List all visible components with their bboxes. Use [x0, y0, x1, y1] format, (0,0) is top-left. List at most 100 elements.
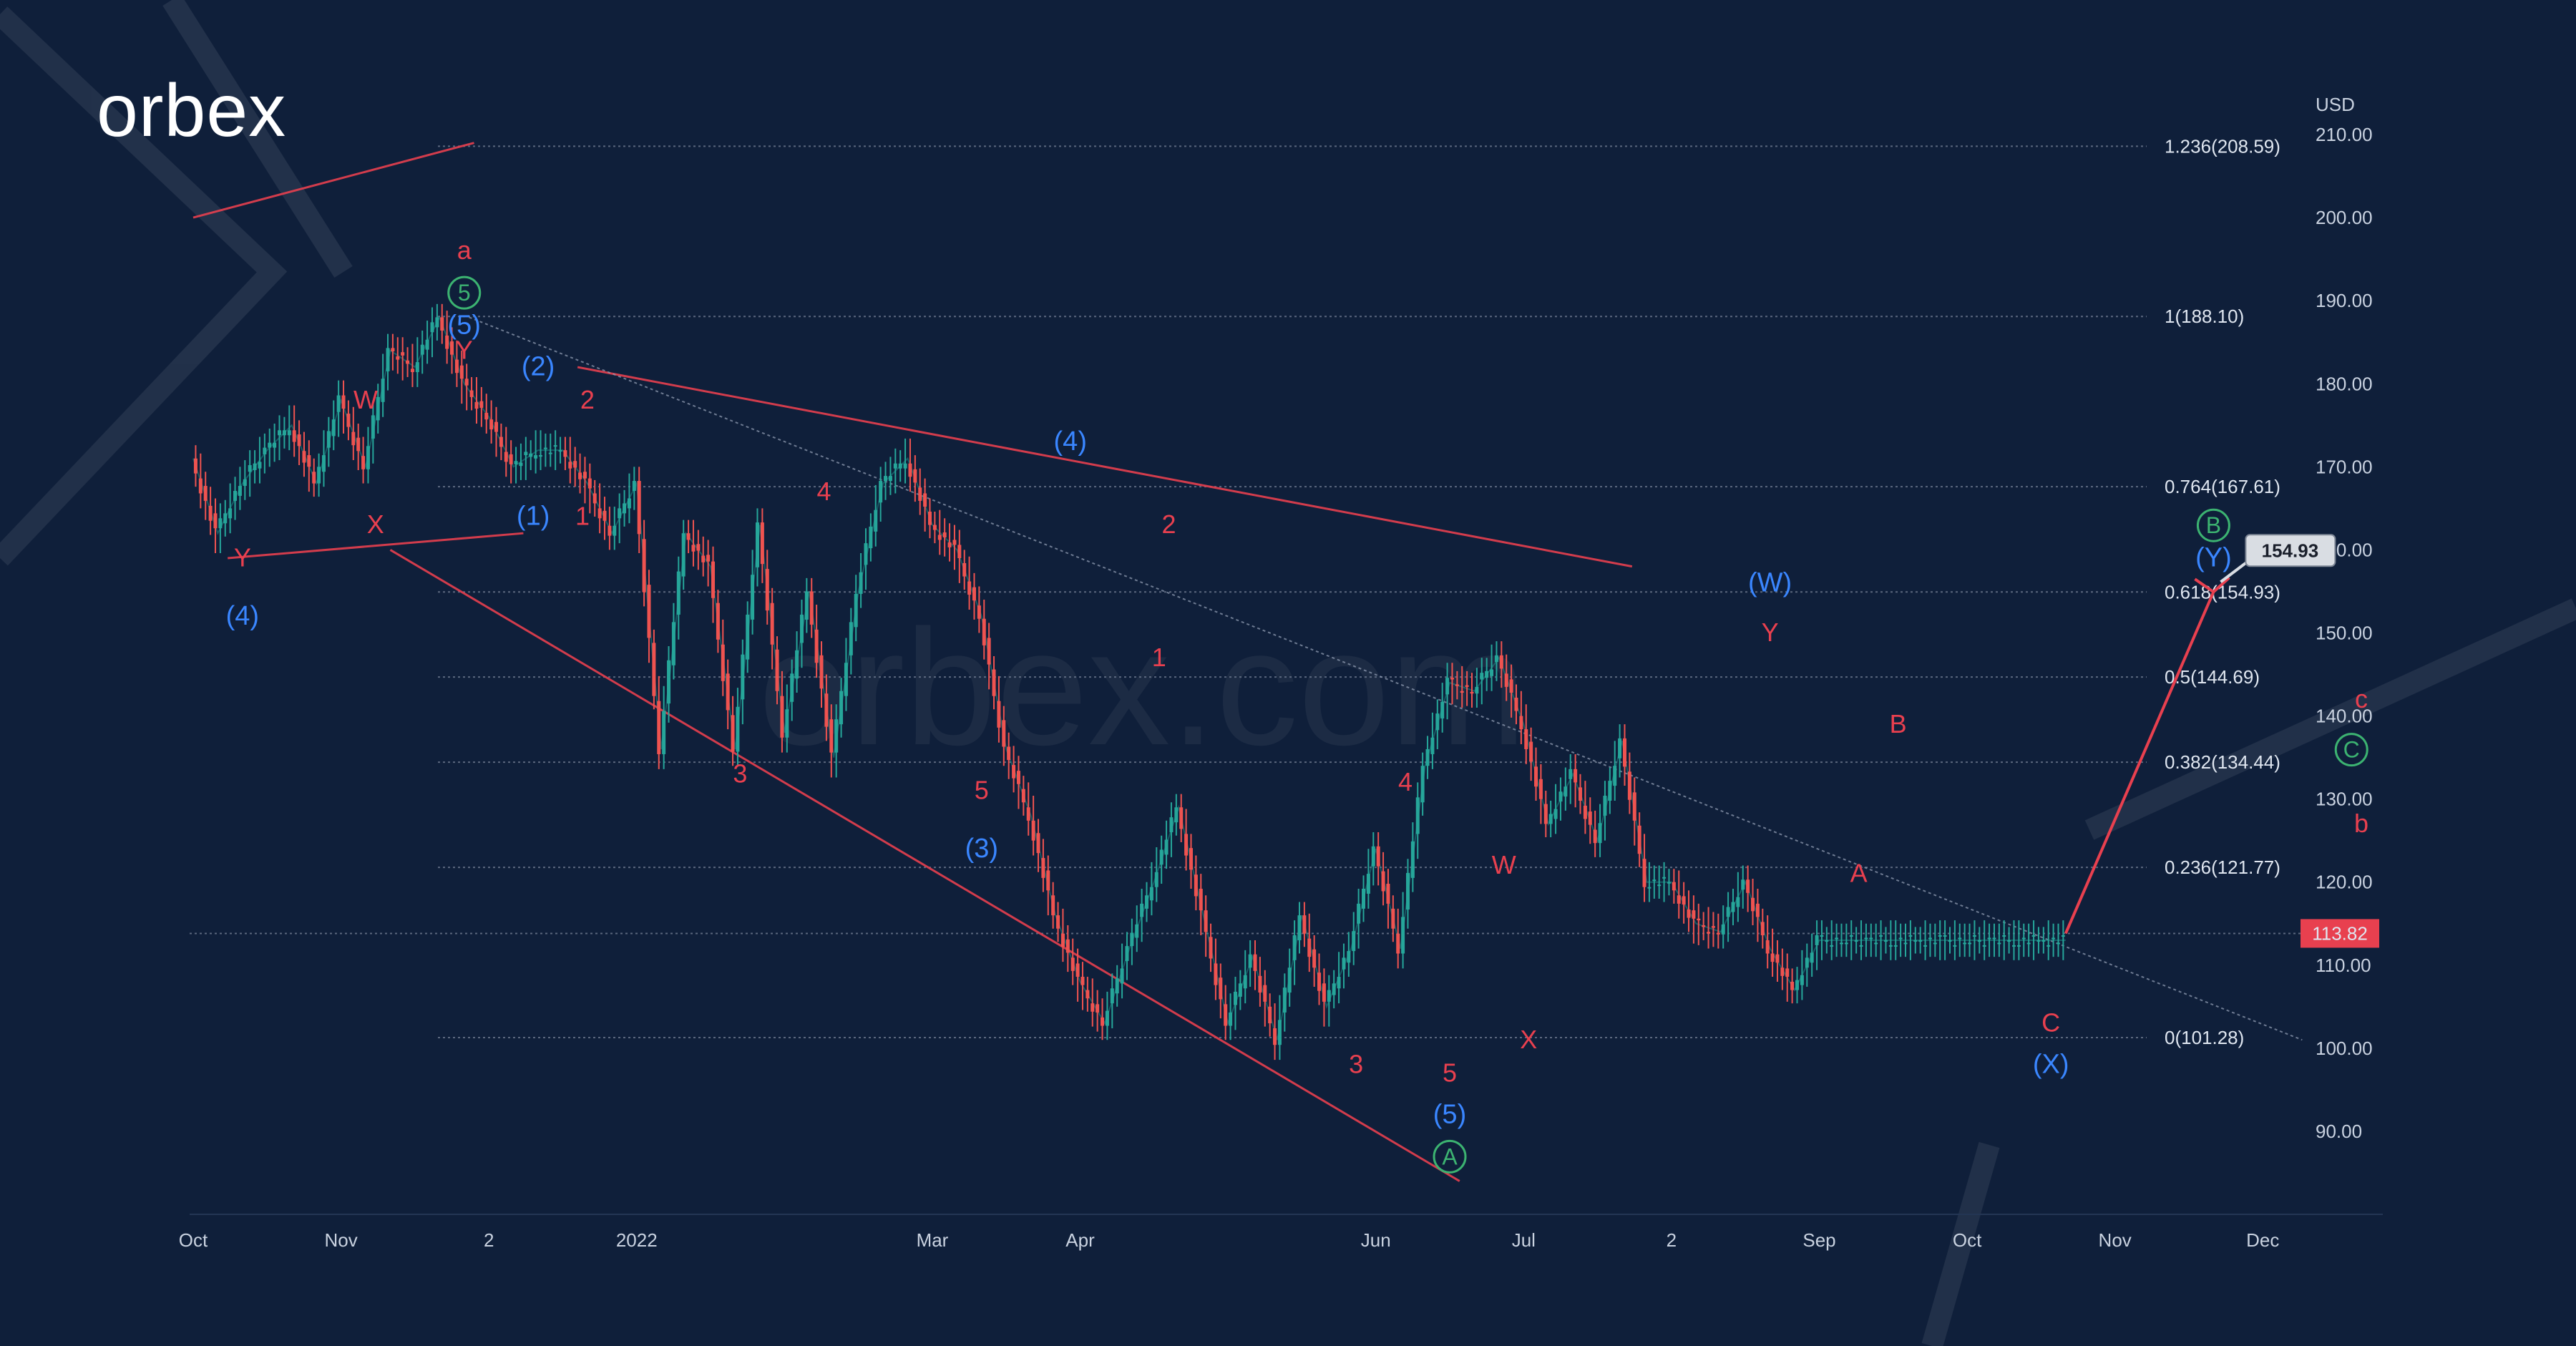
candle-body: [1184, 834, 1189, 856]
candle-body: [1135, 924, 1139, 938]
candle-body: [1120, 968, 1124, 984]
candle-body: [553, 445, 557, 447]
candle-body: [1282, 987, 1287, 1013]
candle-body: [642, 539, 646, 592]
candle-body: [2041, 940, 2046, 942]
price-tags: 113.82 154.93: [2220, 534, 2379, 948]
candle-body: [1874, 942, 1878, 945]
candle-body: [869, 526, 873, 549]
candle-body: [1731, 902, 1735, 912]
x-tick-label: Jul: [1512, 1229, 1536, 1251]
candle-body: [1652, 879, 1657, 882]
candle-body: [829, 719, 834, 753]
wave-label-blue: (W): [1748, 567, 1792, 598]
candle-body: [2007, 940, 2011, 942]
candle-body: [1568, 769, 1573, 779]
candle-body: [223, 513, 228, 524]
y-tick-label: 190.00: [2316, 290, 2373, 311]
candle-body: [691, 545, 696, 552]
candle-body: [637, 481, 641, 535]
candle-body: [1574, 769, 1578, 783]
candle-body: [1854, 940, 1858, 942]
trendline: [228, 532, 524, 560]
candle-body: [809, 591, 814, 625]
candle-body: [992, 669, 996, 696]
candle-body: [1021, 789, 1025, 803]
candle-body: [1987, 937, 1991, 940]
candle-body: [923, 493, 927, 507]
candle-body: [2021, 937, 2026, 940]
candle-body: [1366, 874, 1370, 894]
candle-body: [647, 585, 651, 638]
candle-body: [1504, 673, 1508, 687]
candle-body: [1065, 939, 1070, 953]
candle-body: [1657, 884, 1662, 887]
candle-body: [297, 434, 301, 447]
candle-body: [2046, 945, 2051, 947]
candle-body: [1317, 972, 1322, 991]
target-callout-text: 154.93: [2262, 540, 2319, 561]
candle-body: [573, 461, 577, 468]
candle-body: [529, 453, 533, 457]
candle-body: [1110, 988, 1114, 1004]
candle-body: [824, 693, 829, 727]
candle-body: [1499, 655, 1503, 669]
wave-label-blue: (3): [965, 834, 998, 864]
candle-body: [1864, 937, 1868, 940]
wave-label-red: 3: [733, 759, 747, 788]
wave-label-green: A: [1442, 1143, 1458, 1169]
wave-label-circle: [447, 275, 482, 310]
candle-body: [736, 706, 740, 752]
candle-body: [613, 525, 617, 536]
candle-body: [1548, 814, 1553, 824]
candle-body: [563, 450, 567, 457]
candle-body: [582, 472, 587, 479]
candle-body: [706, 555, 711, 562]
candle-body: [1893, 945, 1898, 947]
trendline: [469, 316, 2303, 1041]
candle-body: [302, 451, 306, 463]
x-tick-label: Dec: [2246, 1229, 2279, 1251]
candle-body: [1386, 884, 1390, 904]
wave-label-green: C: [2343, 737, 2360, 763]
candle-body: [1224, 1004, 1228, 1026]
wave-label-circle: [1433, 1139, 1467, 1174]
candle-body: [1765, 940, 1770, 954]
candle-body: [1362, 888, 1366, 909]
trendline: [192, 142, 474, 219]
candle-body: [765, 569, 769, 611]
candle-body: [479, 401, 484, 408]
wave-label-red: A: [1850, 859, 1868, 888]
candle-body: [1307, 938, 1312, 957]
candle-body: [1667, 882, 1671, 884]
candle-body: [1026, 807, 1030, 821]
current-price-text: 113.82: [2312, 922, 2368, 944]
candle-body: [775, 649, 779, 691]
candle-body: [1603, 795, 1607, 816]
candle-body: [662, 711, 666, 754]
logo: orbex: [97, 69, 286, 152]
candle-body: [1214, 963, 1218, 985]
candle-body: [587, 478, 592, 489]
candle-body: [844, 663, 848, 696]
candle-body: [770, 603, 774, 645]
candle-body: [366, 446, 370, 469]
x-tick-label: Nov: [2099, 1229, 2132, 1251]
candle-body: [450, 341, 454, 355]
candle-body: [376, 396, 380, 421]
candle-body: [1287, 967, 1292, 993]
candle-body: [1401, 917, 1405, 954]
candle-body: [1238, 983, 1242, 997]
y-tick-label: 110.00: [2316, 955, 2371, 976]
candle-body: [1475, 686, 1479, 694]
wave-label-red: 4: [1398, 767, 1413, 796]
candle-body: [1928, 937, 1932, 940]
candle-body: [435, 317, 439, 328]
candle-body: [1465, 685, 1469, 687]
y-tick-label: 180.00: [2316, 373, 2373, 394]
wave-label-red: 2: [1161, 509, 1176, 539]
candle-body: [1770, 953, 1775, 962]
candle-body: [1711, 926, 1715, 928]
candle-body: [1105, 1010, 1109, 1026]
candle-body: [331, 419, 336, 437]
